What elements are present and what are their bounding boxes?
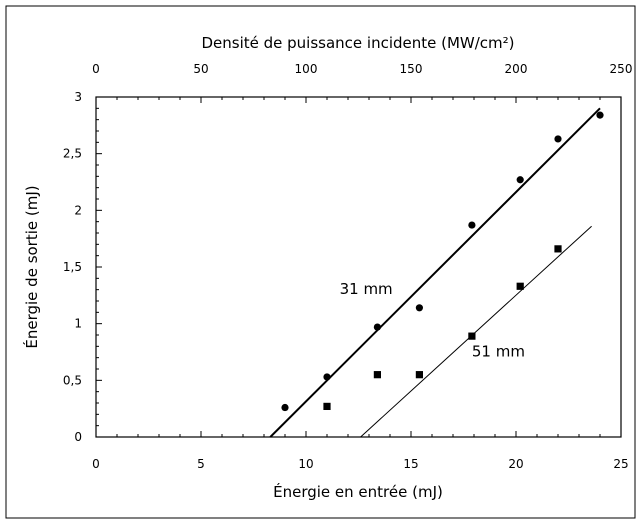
fit-lines-layer (269, 107, 601, 438)
plot-area-frame (95, 96, 622, 438)
x-tick-label: 25 (613, 457, 628, 471)
top-axis-title: Densité de puissance incidente (MW/cm²) (201, 34, 514, 52)
y-tick-label: 0,5 (63, 373, 82, 387)
fit-line (269, 107, 601, 438)
y-tick-label: 0 (74, 430, 82, 444)
fit-line (360, 225, 592, 438)
data-point-square (373, 371, 381, 379)
x-tick-label: 20 (508, 457, 523, 471)
x-axis-title: Énergie en entrée (mJ) (273, 482, 443, 501)
series-annotation: 51 mm (472, 343, 525, 361)
x2-tick-label: 100 (295, 62, 318, 76)
data-point-circle (373, 323, 381, 331)
markers-layer (281, 111, 604, 412)
data-point-circle (596, 111, 604, 119)
y-tick-label: 3 (74, 90, 82, 104)
x-tick-label: 10 (298, 457, 313, 471)
data-point-circle (468, 221, 476, 229)
data-point-circle (554, 135, 562, 143)
x2-tick-label: 50 (193, 62, 208, 76)
text-layer: 0 5 10 15 20 250 50 100 150 200 25000,511,522,5331… (63, 62, 633, 471)
data-point-square (468, 332, 476, 340)
x2-tick-label: 0 (92, 62, 100, 76)
ticks-layer (95, 96, 622, 438)
x2-tick-label: 250 (610, 62, 633, 76)
series-annotation: 31 mm (340, 280, 393, 298)
x-tick-label: 0 (92, 457, 100, 471)
x-tick-label: 5 (197, 457, 205, 471)
y-tick-label: 2,5 (63, 147, 82, 161)
y-tick-label: 1 (74, 317, 82, 331)
data-point-circle (323, 373, 331, 381)
data-point-square (554, 245, 562, 253)
data-point-square (516, 282, 524, 290)
data-point-circle (415, 304, 423, 312)
y-tick-label: 2 (74, 203, 82, 217)
x2-tick-label: 200 (505, 62, 528, 76)
y-axis-title: Énergie de sortie (mJ) (22, 185, 41, 348)
x2-tick-label: 150 (400, 62, 423, 76)
x-tick-label: 15 (403, 457, 418, 471)
data-point-circle (516, 176, 524, 184)
data-point-square (323, 402, 331, 410)
data-point-square (415, 371, 423, 379)
data-point-circle (281, 403, 289, 412)
y-tick-label: 1,5 (63, 260, 82, 274)
